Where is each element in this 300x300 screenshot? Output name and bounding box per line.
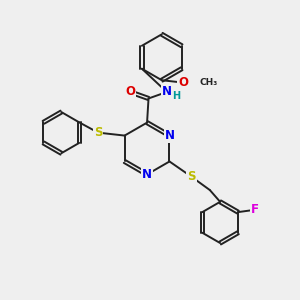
Text: N: N [162,85,172,98]
Text: CH₃: CH₃ [199,78,218,87]
Text: N: N [142,168,152,181]
Text: N: N [164,129,175,142]
Text: O: O [125,85,135,98]
Text: F: F [251,203,259,216]
Text: H: H [172,91,180,100]
Text: S: S [187,170,196,183]
Text: O: O [178,76,188,89]
Text: S: S [94,126,102,139]
